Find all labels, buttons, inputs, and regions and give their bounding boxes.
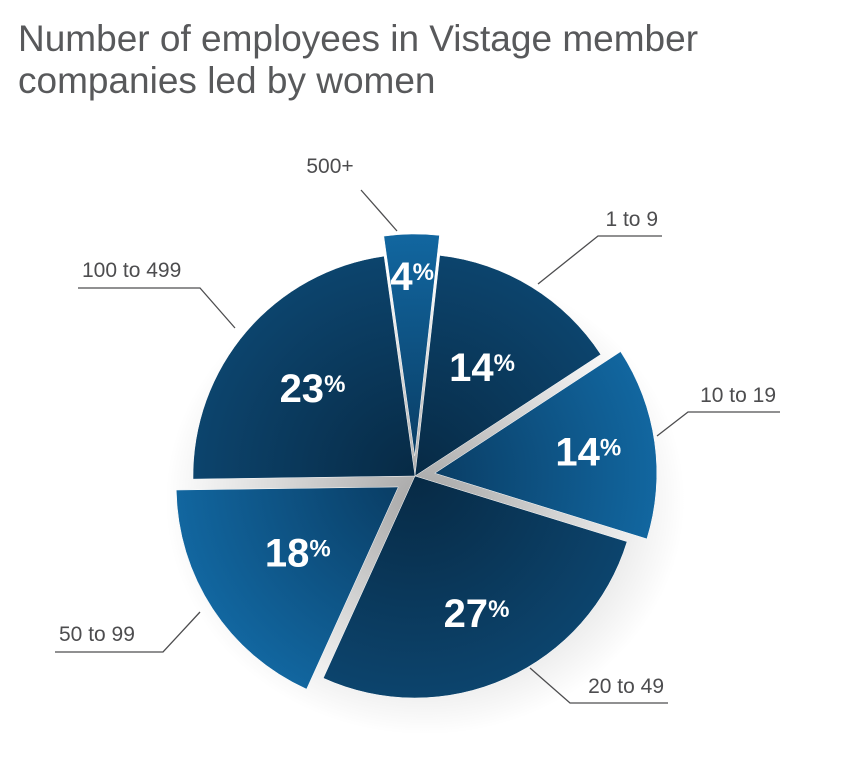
leader-line-10-to-19 — [656, 411, 780, 437]
pie-slice-10-to-19 — [434, 351, 657, 540]
pie-slice-50-to-99 — [176, 486, 399, 690]
slice-percent-500: 4% — [390, 255, 434, 299]
slice-percent-10-to-19: 14% — [555, 431, 621, 475]
category-label-50-to-99: 50 to 99 — [59, 623, 135, 646]
leader-line-20-to-49 — [529, 667, 668, 704]
category-label-500: 500+ — [306, 155, 353, 178]
slice-percent-100-to-499: 23% — [280, 367, 346, 411]
slice-percent-1-to-9: 14% — [449, 346, 515, 390]
pie-slice-100-to-499 — [192, 255, 416, 480]
category-label-100-to-499: 100 to 499 — [82, 259, 181, 282]
leader-line-50-to-99 — [55, 611, 201, 653]
category-label-1-to-9: 1 to 9 — [605, 208, 658, 231]
leader-line-500 — [360, 189, 398, 232]
pie-slice-1-to-9 — [414, 255, 602, 477]
category-label-20-to-49: 20 to 49 — [588, 675, 664, 698]
pie-slice-20-to-49 — [322, 475, 628, 699]
pie-slice-500 — [383, 233, 440, 457]
leader-line-1-to-9 — [537, 235, 662, 285]
chart-title: Number of employees in Vistage member co… — [18, 18, 699, 101]
slice-percent-50-to-99: 18% — [265, 532, 331, 576]
leader-line-100-to-499 — [78, 287, 236, 329]
category-label-10-to-19: 10 to 19 — [700, 384, 776, 407]
slice-percent-20-to-49: 27% — [444, 592, 510, 636]
